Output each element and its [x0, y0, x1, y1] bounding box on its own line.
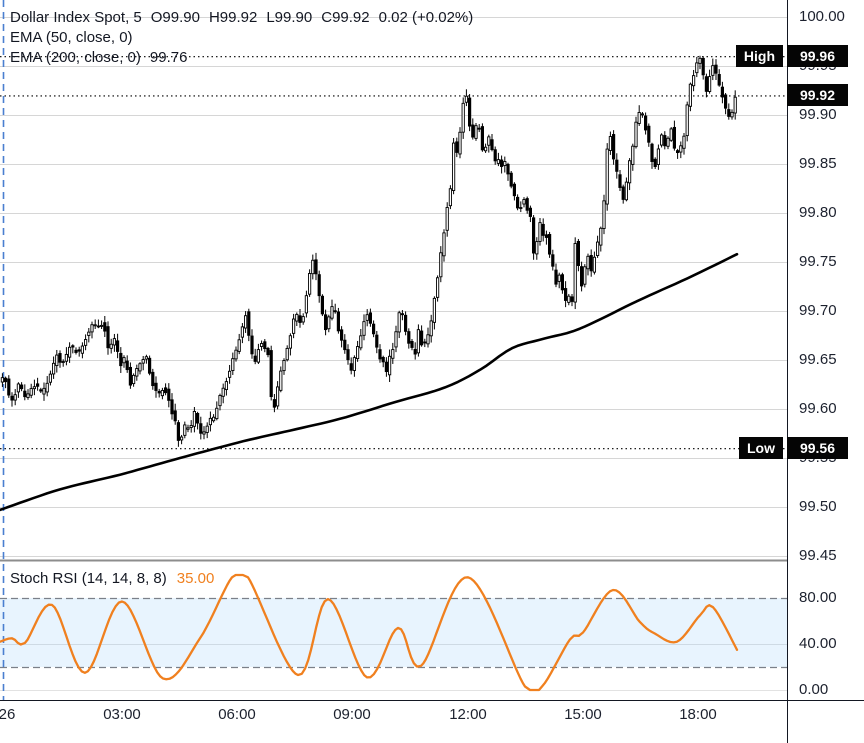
price-axis-label: 99.65 — [799, 351, 837, 368]
time-axis-label: 06:00 — [218, 706, 256, 723]
gridlines — [0, 17, 787, 691]
high-tag-badge: High — [735, 45, 783, 68]
time-axis-label: 26 — [0, 706, 16, 723]
ema200-legend-row[interactable]: EMA (200, close, 0) 99.76 — [10, 48, 482, 68]
ema50-legend-row[interactable]: EMA (50, close, 0) — [10, 28, 482, 48]
time-axis-label: 03:00 — [103, 706, 141, 723]
legend: Dollar Index Spot, 5 O99.90 H99.92 L99.90 C9… — [10, 8, 482, 68]
time-axis-label: 15:00 — [564, 706, 602, 723]
stoch-axis-label: 40.00 — [799, 635, 837, 652]
candlestick-layer — [0, 55, 737, 447]
time-axis-label: 09:00 — [333, 706, 371, 723]
ohlc-change: 0.02 (+0.02%) — [378, 9, 474, 26]
ema50-label: EMA (50, close, 0) — [10, 29, 133, 46]
high-price-badge: 99.96 — [787, 45, 848, 68]
last-price-badge: 99.92 — [787, 84, 848, 107]
ohlc-open: O99.90 — [150, 9, 200, 26]
stoch-rsi-legend-row[interactable]: Stoch RSI (14, 14, 8, 8) 35.00 — [10, 570, 214, 587]
price-axis-label: 99.75 — [799, 253, 837, 270]
price-axis-label: 99.90 — [799, 106, 837, 123]
ohlc-high: H99.92 — [208, 9, 258, 26]
price-axis-label: 99.80 — [799, 204, 837, 221]
time-axis-label: 12:00 — [449, 706, 487, 723]
price-axis-label: 99.70 — [799, 302, 837, 319]
low-price-badge: 99.56 — [787, 437, 848, 460]
ohlc-low: L99.90 — [266, 9, 313, 26]
ema200-value: 99.76 — [149, 49, 188, 66]
low-tag-badge: Low — [739, 437, 783, 460]
stoch-axis-label: 0.00 — [799, 681, 829, 698]
stoch-axis-label: 80.00 — [799, 589, 837, 606]
price-axis-label: 99.45 — [799, 547, 837, 564]
symbol-legend-row[interactable]: Dollar Index Spot, 5 O99.90 H99.92 L99.90 C9… — [10, 8, 482, 28]
time-axis-label: 18:00 — [679, 706, 717, 723]
level-lines — [0, 56, 787, 450]
price-axis-label: 100.00 — [799, 8, 845, 25]
symbol-title: Dollar Index Spot, 5 — [10, 9, 142, 26]
price-axis-label: 99.60 — [799, 400, 837, 417]
pane-separator[interactable] — [0, 557, 787, 564]
stoch-rsi-value: 35.00 — [176, 570, 215, 587]
ema200-label: EMA (200, close, 0) — [10, 49, 141, 66]
ema200-line — [0, 252, 739, 512]
price-axis-label: 99.85 — [799, 155, 837, 172]
stoch-rsi-label: Stoch RSI (14, 14, 8, 8) — [10, 570, 167, 587]
stoch-rsi-line — [0, 573, 739, 692]
price-axis-label: 99.50 — [799, 498, 837, 515]
ohlc-close: C99.92 — [321, 9, 370, 26]
